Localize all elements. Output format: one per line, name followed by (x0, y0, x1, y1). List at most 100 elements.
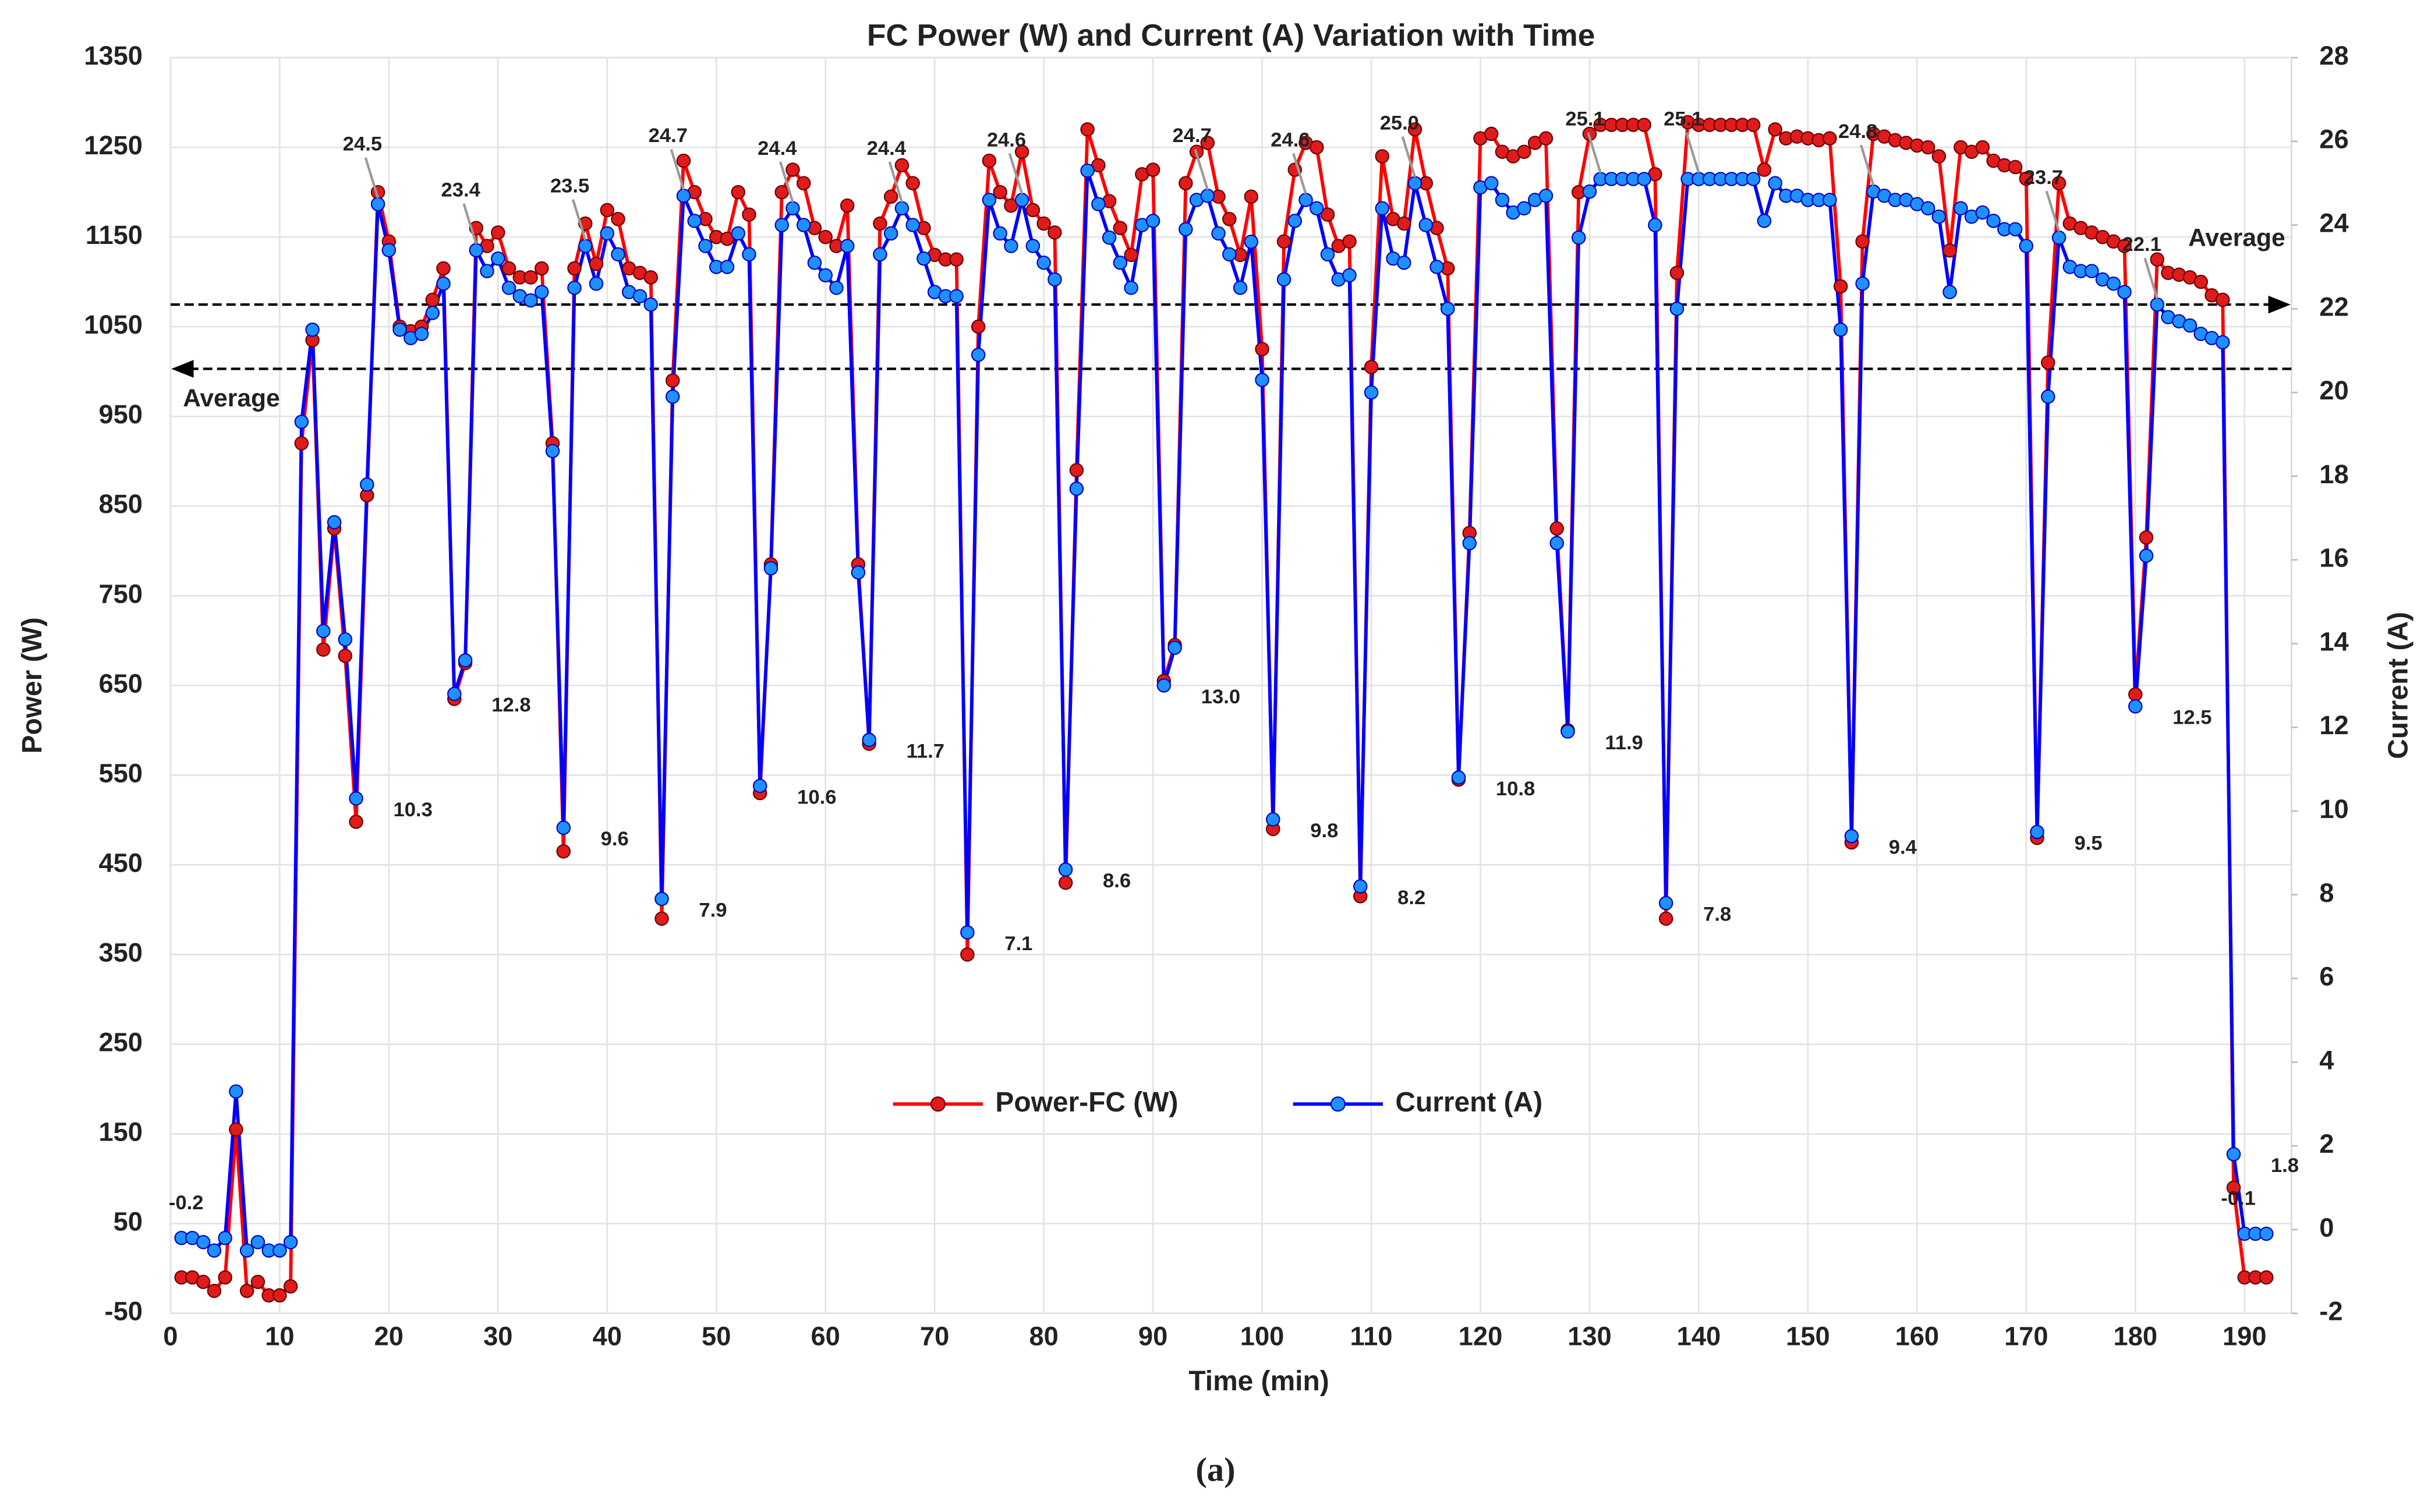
data-point (1549, 521, 1564, 536)
y-axis-title: Power (W) (17, 617, 48, 753)
data-point (1353, 879, 1368, 894)
data-point (1658, 911, 1673, 926)
data-point (273, 1243, 287, 1258)
data-label: 9.8 (1310, 820, 1338, 842)
data-point (1102, 230, 1117, 245)
data-point (982, 153, 997, 168)
data-point (1145, 214, 1160, 228)
data-point (414, 327, 429, 341)
caption: (a) (1195, 1450, 1235, 1488)
data-point (1855, 234, 1870, 249)
data-point (1484, 176, 1499, 190)
data-point (360, 477, 374, 492)
data-point (327, 515, 342, 530)
y2-tick-label: 20 (2319, 376, 2348, 405)
leader-line (1008, 153, 1024, 194)
x-tick-label: 40 (593, 1321, 622, 1351)
y-tick-label: 50 (114, 1207, 143, 1237)
data-label: 25.1 (1565, 108, 1604, 130)
data-point (1451, 770, 1466, 785)
data-point (1538, 188, 1554, 203)
data-point (2085, 264, 2099, 278)
data-point (2259, 1270, 2274, 1285)
data-point (982, 193, 997, 207)
y-tick-label: 150 (98, 1117, 143, 1147)
data-point (491, 251, 505, 266)
data-point (1833, 279, 1848, 294)
data-point (1287, 214, 1303, 228)
data-point (1364, 385, 1379, 400)
data-point (436, 276, 451, 291)
leader-line (1194, 148, 1209, 190)
data-point (905, 218, 920, 232)
data-point (1004, 239, 1018, 253)
leader-line (1292, 153, 1307, 194)
data-point (1517, 201, 1531, 216)
data-point (316, 624, 331, 639)
data-point (840, 198, 855, 213)
data-point (905, 176, 920, 190)
data-point (752, 778, 767, 794)
data-label: 7.8 (1703, 904, 1731, 926)
data-label: -0.1 (2221, 1188, 2256, 1210)
data-point (654, 891, 669, 907)
data-point (1560, 724, 1575, 739)
data-point (2019, 239, 2034, 253)
data-label: 1.8 (2271, 1155, 2299, 1177)
data-point (1222, 247, 1237, 262)
data-point (447, 686, 462, 701)
legend-marker (1330, 1096, 1346, 1112)
data-point (1407, 122, 1422, 137)
data-point (392, 323, 407, 337)
leader-line (1685, 132, 1700, 173)
y-tick-label: 650 (98, 668, 143, 698)
data-point (1658, 895, 1673, 911)
data-point (829, 281, 844, 295)
data-point (1014, 193, 1029, 207)
data-point (1637, 118, 1651, 132)
leader-line (670, 148, 685, 190)
data-point (1058, 862, 1073, 877)
data-point (2008, 222, 2023, 236)
data-point (2226, 1180, 2241, 1195)
data-point (2008, 160, 2023, 175)
data-point (480, 264, 494, 278)
data-label: 11.7 (907, 740, 944, 762)
x-tick-label: 150 (1786, 1321, 1830, 1351)
data-point (960, 947, 975, 962)
data-label: 22.1 (2122, 233, 2161, 256)
legend-label: Power-FC (W) (995, 1087, 1178, 1118)
data-point (370, 197, 385, 211)
data-point (763, 561, 779, 576)
data-label: 23.7 (2024, 167, 2063, 189)
y2-tick-label: 16 (2319, 543, 2348, 573)
x-axis-title: Time (min) (1188, 1366, 1329, 1397)
data-label: 24.4 (867, 137, 907, 160)
data-point (2030, 824, 2044, 840)
x-tick-label: 20 (374, 1321, 404, 1351)
x-tick-label: 0 (163, 1321, 178, 1351)
data-point (1167, 640, 1182, 655)
data-point (491, 225, 505, 240)
data-point (883, 189, 898, 204)
data-point (1364, 360, 1379, 374)
data-point (894, 201, 910, 216)
data-point (283, 1235, 298, 1249)
data-point (1757, 214, 1772, 228)
y2-tick-label: 10 (2319, 794, 2348, 824)
y-tick-label: 950 (98, 399, 143, 429)
data-point (993, 226, 1007, 241)
y-tick-label: 1350 (84, 41, 143, 70)
y2-tick-label: 24 (2319, 208, 2348, 238)
data-point (535, 285, 549, 299)
data-point (1025, 203, 1041, 218)
data-point (774, 185, 789, 200)
data-label: 24.4 (758, 137, 797, 160)
data-point (1320, 207, 1335, 222)
data-point (2117, 239, 2132, 253)
data-label: 24.6 (987, 129, 1026, 151)
data-point (2041, 355, 2055, 370)
data-point (338, 649, 353, 663)
data-label: 10.6 (797, 786, 836, 808)
data-point (611, 212, 625, 226)
